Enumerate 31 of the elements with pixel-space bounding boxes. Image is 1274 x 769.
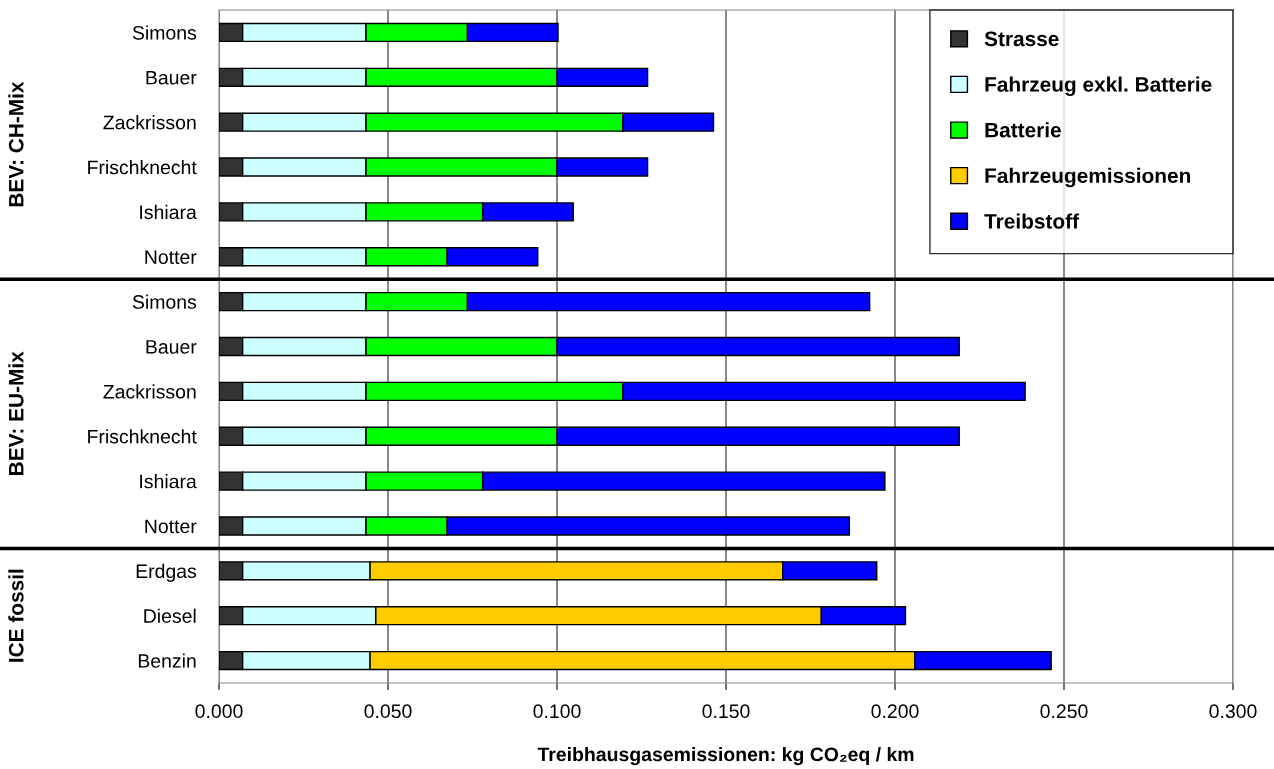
x-tick-label: 0.000 [195, 704, 243, 719]
y-tick-label: Bauer [146, 70, 197, 85]
x-tick-label: 0.050 [364, 704, 412, 719]
legend-label: Treibstoff [984, 213, 1080, 229]
text: BEV: CH-Mix [8, 81, 24, 207]
y-tick-label: Zackrisson [103, 115, 196, 130]
text: BEV: EU-Mix [8, 351, 24, 475]
x-tick-label: 0.200 [871, 704, 919, 719]
y-tick-label: Diesel [144, 608, 196, 623]
y-tick-label: Notter [145, 250, 197, 264]
x-axis-title: Treibhausgasemissionen: kg CO₂eq / km [537, 746, 914, 766]
legend-label: Batterie [985, 122, 1061, 138]
y-tick-label: Benzin [138, 653, 196, 668]
legend-label: Fahrzeugemissionen [985, 167, 1191, 188]
y-tick-label: Frischknecht [88, 429, 197, 444]
x-tick-label: 0.250 [1040, 704, 1088, 719]
legend-label: Strasse [984, 31, 1059, 47]
y-tick-label: Frischknecht [88, 159, 197, 175]
text: ICE fossil [8, 569, 24, 662]
x-tick-label: 0.300 [1209, 704, 1257, 719]
y-tick-label: Simons [132, 25, 197, 40]
y-tick-label: Zackrisson [103, 384, 196, 399]
x-tick-label: 0.100 [533, 704, 581, 719]
y-tick-label: Ishiara [140, 204, 197, 220]
x-tick-label: 0.150 [702, 704, 750, 719]
y-tick-label: Notter [145, 519, 197, 534]
y-tick-label: Simons [132, 294, 197, 309]
y-tick-label: Ishiara [140, 474, 197, 489]
y-tick-label: Erdgas [136, 563, 197, 582]
legend-label: Fahrzeug exkl. Batterie [985, 76, 1212, 97]
y-tick-label: Bauer [146, 340, 197, 354]
